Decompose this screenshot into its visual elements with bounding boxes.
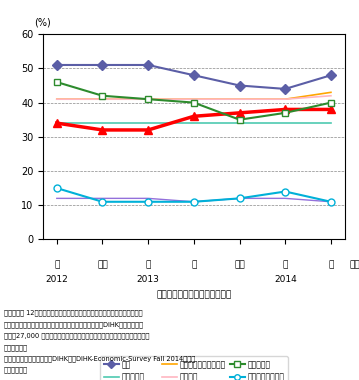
Legend: 内需, 労働コスト, 技能労働者の不足, エネルギー・資源価格, 経済政策, 資金調達条件, 外需（＊）, 為替レート（＊）: 内需, 労働コスト, 技能労働者の不足, エネルギー・資源価格, 経済政策, 資… bbox=[100, 356, 288, 380]
Text: 秋: 秋 bbox=[191, 260, 196, 269]
Text: 資料：ドイツ商工会議所（DIHK）「DIHK-Economic-Survey Fall 2014」から: 資料：ドイツ商工会議所（DIHK）「DIHK-Economic-Survey F… bbox=[4, 355, 195, 362]
Text: 対する回答（複数回答可）。ドイツ商工会議所（DIHK）による、約: 対する回答（複数回答可）。ドイツ商工会議所（DIHK）による、約 bbox=[4, 321, 144, 328]
Text: （年）: （年） bbox=[349, 260, 359, 269]
Text: 2012: 2012 bbox=[45, 275, 68, 284]
Text: (%): (%) bbox=[34, 17, 51, 27]
Text: 2013: 2013 bbox=[137, 275, 160, 284]
Text: 夏: 夏 bbox=[145, 260, 151, 269]
Text: 2014: 2014 bbox=[274, 275, 297, 284]
Text: 質問。: 質問。 bbox=[4, 344, 28, 350]
Text: ２月: ２月 bbox=[234, 260, 245, 269]
Text: （アンケート調査の実施時期）: （アンケート調査の実施時期） bbox=[156, 291, 232, 300]
Text: 秋: 秋 bbox=[54, 260, 60, 269]
Text: 秋: 秋 bbox=[328, 260, 334, 269]
Text: 備考：今後 12ヶ月のビジネスにおける最大のリスクは何か？という質問に: 備考：今後 12ヶ月のビジネスにおける最大のリスクは何か？という質問に bbox=[4, 310, 142, 316]
Text: 夏: 夏 bbox=[283, 260, 288, 269]
Text: ２月: ２月 bbox=[97, 260, 108, 269]
Text: 27,000 企業に対するアンケート調査。（＊）は、輸出企業に対する: 27,000 企業に対するアンケート調査。（＊）は、輸出企業に対する bbox=[4, 332, 149, 339]
Text: 作成。: 作成。 bbox=[4, 367, 28, 373]
